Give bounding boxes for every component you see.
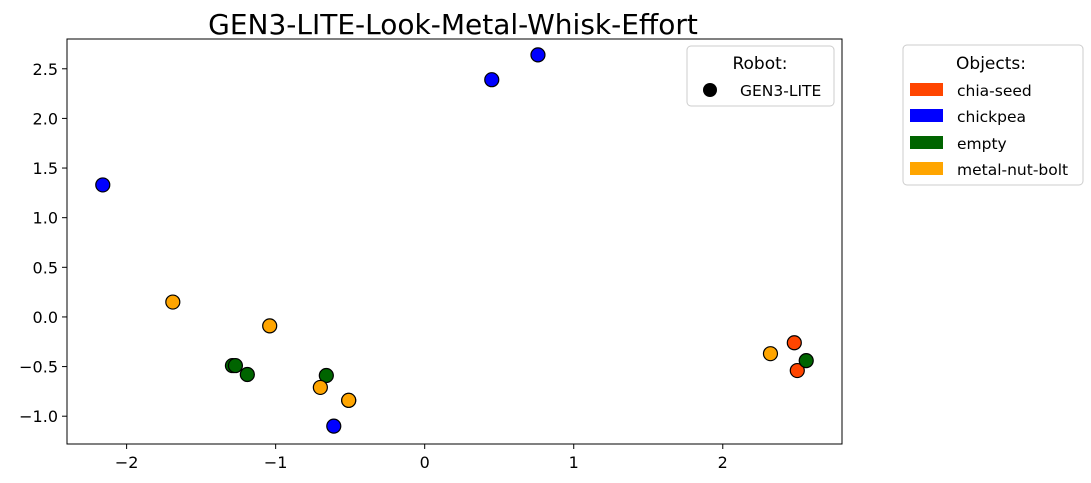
point-chickpea bbox=[95, 177, 111, 193]
robot-legend: Robot: GEN3-LITE bbox=[686, 45, 835, 107]
point-empty bbox=[318, 367, 334, 384]
data-points bbox=[95, 47, 814, 434]
y-tick-label: 0.0 bbox=[33, 308, 58, 327]
x-axis: −2 −1 0 1 2 bbox=[115, 444, 728, 472]
objects-legend-box bbox=[902, 44, 1084, 186]
legend-swatch-chickpea bbox=[910, 109, 943, 122]
point-empty bbox=[227, 357, 244, 374]
legend-swatch-chia-seed bbox=[910, 83, 943, 96]
robot-legend-box bbox=[686, 45, 835, 107]
point-chia-seed bbox=[789, 362, 805, 379]
y-axis: −1.0 −0.5 0.0 0.5 1.0 1.5 2.0 2.5 bbox=[19, 60, 67, 426]
point-metal-nut-bolt bbox=[165, 294, 181, 310]
x-tick-label: −1 bbox=[264, 453, 288, 472]
y-tick-label: 0.5 bbox=[33, 258, 58, 277]
legend-label-empty: empty bbox=[957, 135, 1007, 153]
y-tick-label: 1.5 bbox=[33, 159, 58, 178]
point-metal-nut-bolt bbox=[341, 392, 357, 408]
legend-swatch-empty bbox=[910, 136, 943, 149]
y-tick-label: −0.5 bbox=[19, 358, 58, 377]
legend-label-chia-seed: chia-seed bbox=[957, 82, 1032, 100]
y-tick-label: 2.0 bbox=[33, 109, 58, 128]
chart-title: GEN3-LITE-Look-Metal-Whisk-Effort bbox=[208, 8, 698, 41]
point-metal-nut-bolt bbox=[262, 318, 278, 334]
y-tick-label: 2.5 bbox=[33, 60, 58, 79]
robot-legend-marker bbox=[703, 83, 717, 97]
legend-swatch-metal-nut-bolt bbox=[910, 162, 943, 175]
robot-legend-title: Robot: bbox=[732, 54, 787, 74]
x-tick-label: −2 bbox=[115, 453, 139, 472]
x-tick-label: 1 bbox=[569, 453, 579, 472]
y-tick-label: −1.0 bbox=[19, 407, 58, 426]
objects-legend-title: Objects: bbox=[956, 54, 1026, 74]
plot-frame bbox=[66, 38, 843, 445]
point-chickpea bbox=[326, 418, 342, 434]
point-metal-nut-bolt bbox=[762, 346, 779, 362]
x-tick-label: 2 bbox=[718, 453, 728, 472]
point-chickpea bbox=[530, 47, 546, 63]
point-chia-seed bbox=[786, 335, 802, 351]
point-metal-nut-bolt bbox=[312, 379, 328, 396]
x-tick-label: 0 bbox=[420, 453, 430, 472]
point-chickpea bbox=[484, 72, 500, 88]
legend-label-metal-nut-bolt: metal-nut-bolt bbox=[957, 161, 1068, 179]
robot-legend-label: GEN3-LITE bbox=[740, 82, 821, 100]
y-tick-label: 1.0 bbox=[33, 209, 58, 228]
objects-legend: Objects: chia-seed chickpea empty metal-… bbox=[902, 44, 1084, 186]
point-empty bbox=[239, 366, 255, 383]
point-empty bbox=[798, 353, 814, 369]
legend-label-chickpea: chickpea bbox=[957, 108, 1026, 126]
